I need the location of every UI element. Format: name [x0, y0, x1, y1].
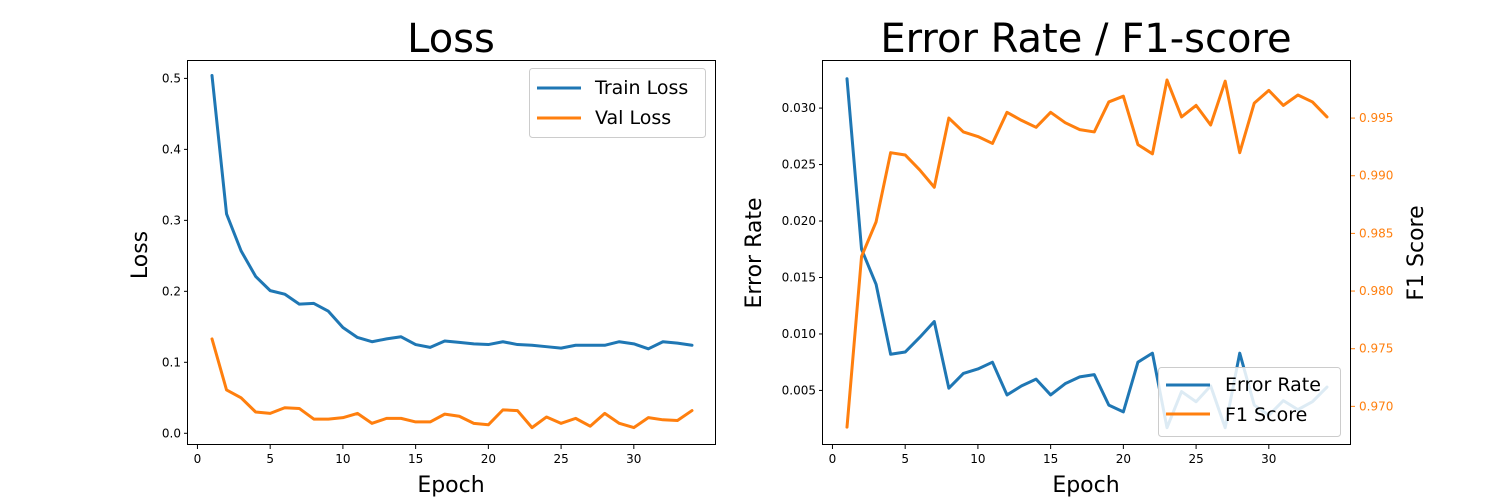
error-f1-x-tick-label: 15	[1043, 452, 1058, 466]
loss-x-axis-label: Epoch	[417, 473, 484, 498]
loss-y-tick-label: 0.1	[162, 355, 181, 369]
error-f1-chart-title: Error Rate / F1-score	[880, 16, 1291, 62]
error-f1-plot-frame	[822, 60, 1351, 445]
loss-y-ticks: 0.0 0.1 0.2 0.3 0.4 0.5	[162, 71, 188, 440]
error-f1-y-tick-label: 0.020	[782, 214, 816, 228]
series-line-val-loss	[210, 337, 694, 430]
loss-x-tick-label: 0	[194, 452, 202, 466]
loss-legend: Train Loss Val Loss	[529, 68, 706, 138]
f1-score-y-tick-label: 0.980	[1359, 284, 1393, 298]
loss-plot-frame	[187, 60, 716, 445]
legend-label-val-loss: Val Loss	[595, 107, 671, 129]
f1-score-y-tick-label: 0.995	[1359, 111, 1393, 125]
error-f1-chart: Error Rate / F1-score Epoch Error Rate F…	[742, 16, 1429, 498]
legend-label-error-rate: Error Rate	[1225, 374, 1321, 396]
loss-x-ticks: 0 5 10 15 20 25 30	[194, 445, 641, 466]
loss-y-tick-label: 0.0	[162, 426, 181, 440]
loss-x-tick-label: 5	[266, 452, 274, 466]
loss-x-tick-label: 30	[626, 452, 641, 466]
error-f1-x-tick-label: 25	[1188, 452, 1203, 466]
loss-legend-box	[529, 68, 706, 138]
f1-score-axis-label: F1 Score	[1404, 205, 1429, 300]
error-f1-legend: Error Rate F1 Score	[1158, 367, 1341, 437]
error-f1-y-tick-label: 0.030	[782, 101, 816, 115]
loss-x-tick-label: 25	[553, 452, 568, 466]
error-rate-axis-label: Error Rate	[742, 197, 767, 308]
error-rate-y-ticks: 0.005 0.010 0.015 0.020 0.025 0.030	[782, 101, 823, 397]
f1-score-y-ticks: 0.970 0.975 0.980 0.985 0.990 0.995	[1351, 111, 1393, 413]
error-f1-y-tick-label: 0.025	[782, 158, 816, 172]
f1-score-y-tick-label: 0.970	[1359, 399, 1393, 413]
legend-label-f1-score: F1 Score	[1225, 404, 1307, 426]
loss-series-layer	[210, 74, 694, 430]
error-f1-y-tick-label: 0.005	[782, 383, 816, 397]
loss-x-tick-label: 10	[335, 452, 350, 466]
loss-y-tick-label: 0.2	[162, 284, 181, 298]
loss-y-tick-label: 0.4	[162, 142, 181, 156]
f1-score-y-tick-label: 0.975	[1359, 342, 1393, 356]
f1-score-y-tick-label: 0.985	[1359, 226, 1393, 240]
loss-y-tick-label: 0.5	[162, 71, 181, 85]
f1-score-y-tick-label: 0.990	[1359, 169, 1393, 183]
loss-y-tick-label: 0.3	[162, 213, 181, 227]
loss-chart-title: Loss	[407, 16, 495, 62]
loss-y-axis-label: Loss	[128, 231, 153, 279]
legend-label-train-loss: Train Loss	[594, 77, 688, 99]
error-f1-x-tick-label: 20	[1116, 452, 1131, 466]
error-f1-x-tick-label: 30	[1261, 452, 1276, 466]
error-f1-x-tick-label: 10	[970, 452, 985, 466]
loss-x-tick-label: 15	[408, 452, 423, 466]
error-f1-x-ticks: 0 5 10 15 20 25 30	[829, 445, 1276, 466]
error-f1-x-tick-label: 0	[829, 452, 837, 466]
series-line-train-loss	[210, 74, 694, 351]
error-f1-x-tick-label: 5	[901, 452, 909, 466]
series-line-f1-score	[845, 78, 1329, 429]
loss-x-tick-label: 20	[481, 452, 496, 466]
error-f1-x-axis-label: Epoch	[1052, 473, 1119, 498]
error-f1-y-tick-label: 0.015	[782, 270, 816, 284]
loss-chart: Loss Epoch Loss 0 5 10 15 20 25 30 0.00.10.20.…	[128, 16, 716, 498]
error-f1-y-tick-label: 0.010	[782, 327, 816, 341]
